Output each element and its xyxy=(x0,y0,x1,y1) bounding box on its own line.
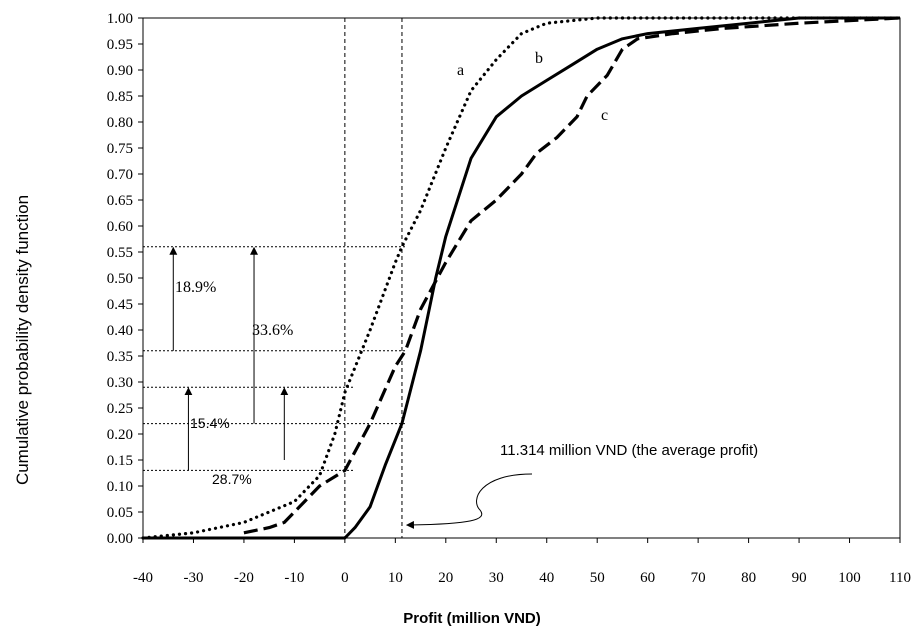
x-tick-label: 60 xyxy=(640,570,655,586)
x-tick-label: 90 xyxy=(792,570,807,586)
x-tick-label: 70 xyxy=(691,570,706,586)
annotation-average-profit: 11.314 million VND (the average profit) xyxy=(500,442,758,459)
chart-curves xyxy=(141,16,902,540)
y-tick-label: 0.05 xyxy=(107,505,133,521)
series-line-a xyxy=(141,16,902,540)
annotation-28-7: 28.7% xyxy=(212,471,252,487)
x-tick-label: 50 xyxy=(590,570,605,586)
chart-axes: 0.00 0.05 0.10 0.15 0.20 0.25 0.30 0.35 0.40 0.45… xyxy=(107,11,911,586)
guide-lines xyxy=(143,18,406,538)
y-tick-label: 0.15 xyxy=(107,453,133,469)
x-axis-label: Profit (million VND) xyxy=(403,610,541,627)
x-tick-label: 80 xyxy=(741,570,756,586)
x-tick-label: -20 xyxy=(234,570,254,586)
y-tick-label: 0.80 xyxy=(107,115,133,131)
y-tick-label: 0.85 xyxy=(107,89,133,105)
annotation-33-6: 33.6% xyxy=(252,322,293,339)
series-line-b xyxy=(143,16,900,540)
y-axis-label: Cumulative probability density function xyxy=(13,195,32,485)
x-tick-label: 0 xyxy=(341,570,349,586)
y-tick-label: 0.00 xyxy=(107,531,133,547)
y-tick-label: 0.75 xyxy=(107,141,133,157)
x-tick-label: 40 xyxy=(539,570,554,586)
x-tick-label: 30 xyxy=(489,570,504,586)
y-tick-label: 0.60 xyxy=(107,219,133,235)
x-tick-label: 20 xyxy=(438,570,453,586)
x-tick-label: 10 xyxy=(388,570,403,586)
x-tick-label: 100 xyxy=(838,570,861,586)
curve-label-c: c xyxy=(601,107,608,124)
curve-label-b: b xyxy=(535,50,543,67)
y-tick-label: 0.90 xyxy=(107,63,133,79)
series-line-c xyxy=(243,16,901,535)
y-tick-label: 0.25 xyxy=(107,401,133,417)
y-tick-label: 1.00 xyxy=(107,11,133,27)
annotation-15-4: 15.4% xyxy=(190,415,230,431)
y-tick-label: 0.55 xyxy=(107,245,133,261)
y-tick-label: 0.30 xyxy=(107,375,133,391)
average-profit-arrow xyxy=(405,473,533,529)
y-tick-label: 0.35 xyxy=(107,349,133,365)
chart-annotations xyxy=(405,473,533,529)
y-tick-label: 0.70 xyxy=(107,167,133,183)
x-tick-label: -10 xyxy=(284,570,304,586)
y-tick-label: 0.10 xyxy=(107,479,133,495)
x-tick-label: 110 xyxy=(889,570,911,586)
y-tick-label: 0.50 xyxy=(107,271,133,287)
y-tick-label: 0.95 xyxy=(107,37,133,53)
y-tick-label: 0.45 xyxy=(107,297,133,313)
y-tick-label: 0.20 xyxy=(107,427,133,443)
curve-label-a: a xyxy=(457,62,464,79)
y-tick-label: 0.65 xyxy=(107,193,133,209)
x-tick-label: -30 xyxy=(183,570,203,586)
annotation-18-9: 18.9% xyxy=(175,279,216,296)
y-tick-label: 0.40 xyxy=(107,323,133,339)
x-tick-label: -40 xyxy=(133,570,153,586)
